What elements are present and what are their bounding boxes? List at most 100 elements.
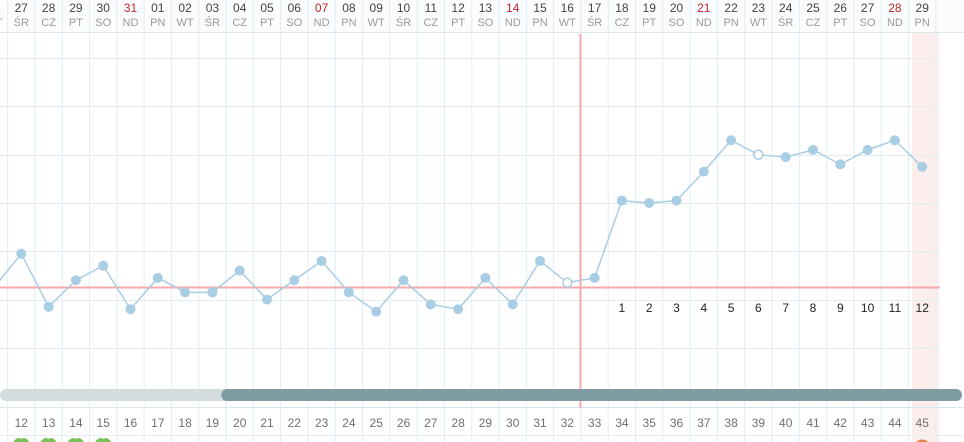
date-number: 23 — [752, 1, 766, 15]
weekday-label: SO — [860, 17, 876, 29]
data-point[interactable] — [125, 304, 136, 315]
herb-icon — [40, 438, 57, 442]
cycle-day-row: 11 12 13 14 15 16 17 18 19 20 21 22 23 24 25 26 27 28 29 30… — [0, 416, 929, 430]
data-point-open[interactable] — [753, 149, 764, 160]
data-point[interactable] — [780, 152, 791, 163]
series-segment — [839, 149, 868, 166]
cycle-day-label: 27 — [424, 416, 438, 430]
data-point[interactable] — [98, 260, 109, 271]
series-segment — [675, 171, 705, 202]
weekday-label: PT — [260, 17, 274, 29]
data-point[interactable] — [535, 255, 545, 266]
cycle-day-label: 33 — [588, 416, 602, 430]
series-segment — [348, 291, 377, 313]
cycle-day-label: 28 — [451, 416, 465, 430]
weekday-label: ND — [887, 17, 903, 29]
weekday-label: ND — [123, 17, 139, 29]
weekday-label: ŚR — [778, 16, 793, 29]
cycle-day-label: 35 — [643, 416, 657, 430]
weekday-label: CZ — [232, 17, 247, 29]
data-point[interactable] — [917, 161, 928, 172]
date-number: 28 — [42, 1, 56, 15]
data-point[interactable] — [70, 275, 81, 286]
cycle-day-label: 39 — [752, 416, 766, 430]
cycle-day-label: 43 — [861, 416, 875, 430]
cycle-day-label: 34 — [615, 416, 629, 430]
herb-icons — [13, 438, 929, 442]
data-point[interactable] — [371, 306, 382, 317]
data-point[interactable] — [698, 166, 709, 177]
post-ovulation-day-label: 5 — [728, 301, 735, 315]
weekday-label: ŚR — [14, 16, 29, 29]
weekday-label: SO — [95, 17, 111, 29]
data-point[interactable] — [425, 299, 436, 310]
cycle-day-label: 38 — [724, 416, 738, 430]
cycle-day-label: 42 — [834, 416, 848, 430]
post-ovulation-day-label: 12 — [916, 301, 930, 315]
data-point[interactable] — [180, 287, 191, 298]
data-point[interactable] — [262, 294, 272, 305]
weekday-label: CZ — [423, 17, 438, 29]
data-point[interactable] — [644, 198, 655, 208]
cycle-day-label: 44 — [888, 416, 902, 430]
date-number: 31 — [124, 1, 138, 15]
weekday-label: CZ — [41, 17, 56, 29]
series-segment — [75, 265, 104, 281]
data-point[interactable] — [480, 272, 491, 283]
weekday-label: PN — [150, 17, 165, 29]
weekday-label: ND — [696, 17, 712, 29]
data-point[interactable] — [43, 301, 54, 312]
data-point[interactable] — [453, 304, 464, 315]
date-number: 30 — [97, 1, 111, 15]
cycle-day-label: 37 — [697, 416, 711, 430]
date-number: 06 — [288, 1, 302, 15]
cycle-day-label: 29 — [479, 416, 493, 430]
data-point[interactable] — [316, 255, 327, 266]
data-point[interactable] — [398, 275, 409, 286]
data-point[interactable] — [507, 299, 518, 310]
series-segment — [593, 200, 623, 279]
data-point[interactable] — [889, 135, 900, 146]
data-point[interactable] — [16, 248, 27, 259]
date-number: 10 — [397, 1, 411, 15]
cycle-day-label: 20 — [233, 416, 247, 430]
data-point[interactable] — [862, 144, 873, 155]
data-point[interactable] — [152, 272, 163, 283]
cycle-day-label: 41 — [806, 416, 820, 430]
temperature-series — [0, 139, 923, 313]
series-segment — [703, 139, 732, 173]
series-segment — [812, 149, 841, 166]
date-header — [0, 0, 964, 32]
data-point[interactable] — [671, 195, 682, 206]
cycle-day-label: 36 — [670, 416, 684, 430]
series-segment — [894, 139, 923, 168]
weekday-label: CZ — [806, 17, 821, 29]
weekday-label: ND — [505, 17, 521, 29]
cycle-day-label: 40 — [779, 416, 793, 430]
date-number: 15 — [533, 1, 547, 15]
today-column-bg — [912, 0, 939, 442]
temperature-points[interactable] — [0, 135, 928, 317]
weekday-label: PT — [642, 17, 656, 29]
date-number: 05 — [260, 1, 274, 15]
date-number: 02 — [178, 1, 192, 15]
data-point[interactable] — [616, 195, 627, 206]
data-point-open[interactable] — [562, 277, 573, 288]
data-point[interactable] — [726, 135, 737, 146]
data-point[interactable] — [234, 265, 245, 276]
data-point[interactable] — [343, 287, 354, 298]
data-point[interactable] — [835, 159, 846, 170]
data-point[interactable] — [207, 287, 218, 298]
weekday-label: WT — [559, 17, 576, 29]
date-header-bg — [0, 0, 964, 32]
data-point[interactable] — [289, 275, 300, 286]
weekday-label: SO — [477, 17, 493, 29]
weekday-label: ŚR — [205, 16, 220, 29]
cycle-day-label: 45 — [916, 416, 930, 430]
data-point[interactable] — [589, 272, 600, 283]
weekday-label: SO — [669, 17, 685, 29]
cycle-day-label: 13 — [42, 416, 56, 430]
data-point[interactable] — [808, 144, 818, 155]
weekday-label: ND — [314, 17, 330, 29]
weekday-label: SO — [286, 17, 302, 29]
